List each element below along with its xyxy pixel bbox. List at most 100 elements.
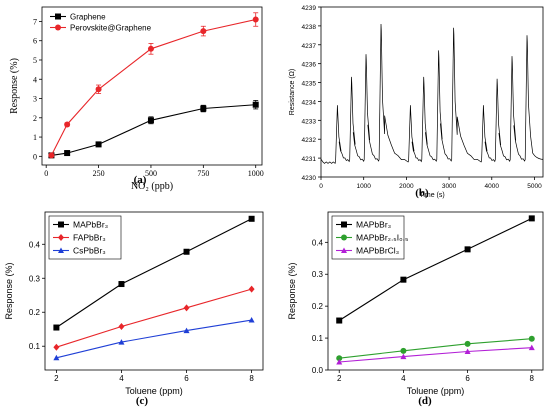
x-axis-label: Toluene (ppm) [125, 386, 183, 396]
data-point [464, 348, 471, 354]
data-point [528, 215, 535, 222]
y-axis-label: Resistance (Ω) [289, 69, 296, 115]
y-tick-label: 0.2 [312, 302, 324, 311]
data-point [53, 354, 60, 361]
y-tick-label: 0.0 [312, 366, 324, 375]
data-point [400, 353, 407, 360]
data-point [252, 16, 259, 23]
data-point [400, 347, 407, 354]
x-tick-label: 5000 [527, 183, 542, 190]
data-point [53, 324, 60, 331]
y-tick-label: 4238 [302, 24, 317, 31]
y-tick-label: 4235 [302, 81, 317, 88]
x-tick-label: 2 [337, 374, 342, 383]
data-point [528, 344, 535, 351]
data-point [53, 343, 60, 351]
data-point [336, 355, 343, 362]
y-tick-label: 4 [33, 75, 37, 84]
y-tick-label: 1 [33, 133, 37, 142]
legend-marker [58, 234, 64, 241]
data-point [464, 246, 471, 253]
series-line [338, 217, 533, 321]
panel-label: (a) [134, 174, 147, 186]
y-tick-label: 0.2 [29, 308, 41, 317]
data-point [200, 28, 207, 35]
panel-c: 2 4 6 8 0.1 0.2 0.3 0.4 Toluene (ppm) Response (%… [4, 211, 264, 407]
y-tick-label: 4236 [302, 62, 317, 69]
y-axis-label: Response (%) [9, 58, 20, 114]
x-tick-label: 2 [54, 374, 59, 383]
y-tick-label: 0 [33, 152, 37, 161]
y-tick-label: 5 [33, 56, 37, 65]
data-point [252, 101, 259, 108]
y-tick-label: 6 [33, 37, 37, 46]
legend-label: CsPbBr₃ [73, 246, 106, 256]
legend-label: Perovskite@Graphene [70, 24, 152, 33]
plot-frame [41, 6, 263, 166]
data-point [95, 86, 102, 93]
y-tick-label: 0.3 [312, 270, 324, 279]
plot-frame [44, 211, 264, 371]
data-point [118, 323, 125, 331]
data-point [248, 317, 255, 323]
x-tick-label: 500 [145, 169, 157, 178]
data-point [147, 117, 154, 124]
panel-b: 0 1000 2000 3000 4000 5000 4230 4231 4232 4233 423… [289, 5, 544, 199]
series-line [51, 104, 256, 156]
y-tick-label: 4237 [302, 43, 317, 50]
series-line [339, 347, 532, 363]
data-point [248, 285, 255, 293]
legend-label: FAPbBr₃ [73, 233, 106, 243]
x-tick-label: 3000 [442, 183, 457, 190]
x-tick-label: 4000 [485, 183, 500, 190]
y-tick-label: 4233 [302, 118, 317, 125]
data-point [528, 335, 535, 342]
data-point [147, 45, 154, 52]
y-tick-label: 0.4 [29, 240, 41, 249]
series-line [50, 18, 256, 156]
panel-label: (d) [418, 395, 432, 407]
y-tick-label: 7 [33, 17, 37, 26]
x-tick-label: 6 [184, 374, 189, 383]
y-tick-label: 4232 [302, 137, 317, 144]
data-point [118, 339, 125, 345]
data-point [64, 121, 71, 128]
data-point [118, 281, 125, 288]
x-axis-label: Toluene (ppm) [407, 386, 465, 396]
x-tick-label: 4 [401, 374, 406, 383]
data-point [64, 150, 71, 157]
x-tick-label: 750 [197, 169, 209, 178]
legend-marker [341, 234, 347, 241]
x-tick-label: 4 [119, 374, 124, 383]
x-axis-label: Time (s) [419, 192, 444, 199]
x-tick-label: 6 [465, 374, 470, 383]
data-point [248, 215, 255, 222]
x-tick-label: 250 [93, 169, 105, 178]
y-axis-label: Response (%) [4, 262, 14, 319]
x-tick-label: 0 [44, 169, 48, 178]
x-tick-label: 8 [249, 374, 254, 383]
legend-label: MAPbBr₃ [73, 220, 108, 230]
legend-label: MAPbBr₂.₅I₀.₅ [356, 233, 408, 243]
y-tick-label: 4239 [302, 5, 317, 12]
legend-label: MAPbBrCl₃ [356, 246, 399, 256]
plot-frame [327, 211, 544, 371]
panel-label: (b) [415, 187, 429, 199]
legend-marker [58, 221, 64, 228]
data-point [183, 248, 190, 255]
series-line [56, 319, 252, 359]
legend-marker [55, 13, 61, 20]
y-tick-label: 0.1 [312, 334, 324, 343]
y-tick-label: 4230 [302, 175, 317, 182]
series-line [56, 288, 252, 348]
data-point [464, 340, 471, 347]
x-tick-label: 2000 [399, 183, 414, 190]
resistance-trace [320, 23, 544, 165]
y-tick-label: 3 [33, 95, 37, 104]
x-tick-label: 1000 [248, 169, 264, 178]
legend-marker [341, 221, 347, 228]
legend-marker [341, 247, 347, 253]
y-tick-label: 0.3 [29, 274, 41, 283]
legend-marker [58, 247, 64, 253]
legend-marker [55, 24, 61, 31]
